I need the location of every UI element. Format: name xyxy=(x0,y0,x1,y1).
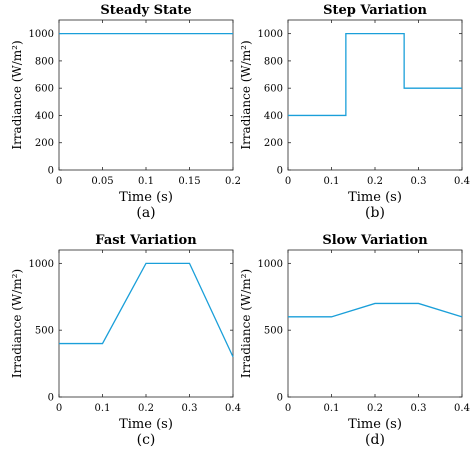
panel-slow-variation-xtick-label: 0.2 xyxy=(367,403,383,414)
panel-steady-state-xtick-label: 0.15 xyxy=(178,176,200,187)
panel-fast-variation-xtick-label: 0.1 xyxy=(95,403,111,414)
panel-fast-variation-ylabel: Irradiance (W/m²) xyxy=(10,269,24,378)
panel-steady-state-ytick-label: 1000 xyxy=(29,29,54,40)
panel-step-variation-xtick-label: 0.4 xyxy=(454,176,470,187)
panel-fast-variation-ytick-label: 1000 xyxy=(29,259,54,270)
panel-step-variation-xtick-label: 0.2 xyxy=(367,176,383,187)
panel-steady-state-xtick-label: 0 xyxy=(56,176,62,187)
panel-step-variation: Step Variation 0 0.1 0.2 0.3 0.4 0 200 400 600 800… xyxy=(239,3,470,221)
panel-slow-variation-title: Slow Variation xyxy=(322,233,428,248)
panel-step-variation-ytick-label: 1000 xyxy=(258,29,283,40)
panel-steady-state-ytick-label: 400 xyxy=(35,111,54,122)
panel-fast-variation-xtick-label: 0 xyxy=(56,403,62,414)
panel-slow-variation-xlabel: Time (s) xyxy=(348,417,402,432)
panel-fast-variation-axes-frame xyxy=(58,249,234,398)
panel-steady-state-panel-label: (a) xyxy=(136,205,155,221)
panel-step-variation-xtick-label: 0 xyxy=(285,176,291,187)
panel-steady-state-xtick-label: 0.1 xyxy=(138,176,154,187)
panel-slow-variation-xtick-label: 0.4 xyxy=(454,403,470,414)
panel-slow-variation-xtick-label: 0.3 xyxy=(411,403,427,414)
panel-step-variation-ytick-label: 0 xyxy=(277,166,283,177)
panel-slow-variation-xtick-label: 0.1 xyxy=(324,403,340,414)
panel-step-variation-panel-label: (b) xyxy=(365,205,385,221)
panel-slow-variation-xtick-label: 0 xyxy=(285,403,291,414)
panel-step-variation-xtick-label: 0.3 xyxy=(411,176,427,187)
panel-steady-state-ylabel: Irradiance (W/m²) xyxy=(10,40,24,149)
panel-steady-state-ytick-label: 0 xyxy=(48,166,54,177)
panel-steady-state-title: Steady State xyxy=(100,3,191,18)
panel-step-variation-xlabel: Time (s) xyxy=(348,190,402,205)
panel-fast-variation-ytick-label: 500 xyxy=(35,326,54,337)
panel-step-variation-ylabel: Irradiance (W/m²) xyxy=(239,40,253,149)
panel-fast-variation-series-line xyxy=(59,262,234,358)
panel-steady-state-ytick-label: 800 xyxy=(35,56,54,67)
panel-steady-state-axes-frame xyxy=(58,19,234,171)
panel-step-variation-ytick-label: 400 xyxy=(264,111,283,122)
panel-steady-state-xlabel: Time (s) xyxy=(119,190,173,205)
panel-fast-variation-title: Fast Variation xyxy=(95,233,197,248)
panel-fast-variation-xtick-label: 0.4 xyxy=(225,403,241,414)
panel-step-variation-series-line xyxy=(288,32,462,117)
panel-fast-variation-xlabel: Time (s) xyxy=(119,417,173,432)
panel-step-variation-ytick-label: 600 xyxy=(264,84,283,95)
panel-steady-state-ytick-label: 600 xyxy=(35,84,54,95)
panel-fast-variation-panel-label: (c) xyxy=(137,432,156,448)
panel-fast-variation-ytick-label: 0 xyxy=(48,393,54,404)
panel-fast-variation-xtick-label: 0.2 xyxy=(138,403,154,414)
panel-step-variation-xtick-label: 0.1 xyxy=(324,176,340,187)
panel-slow-variation-series-line xyxy=(288,302,463,318)
panel-slow-variation-panel-label: (d) xyxy=(365,432,385,448)
panel-slow-variation-axes-frame xyxy=(287,249,463,398)
panel-step-variation-ytick-label: 200 xyxy=(264,138,283,149)
panel-step-variation-axes-frame xyxy=(287,19,463,171)
panel-steady-state-ytick-label: 200 xyxy=(35,138,54,149)
panel-steady-state: Steady State 0 0.05 0.1 0.15 0.2 0 200 400 600 800… xyxy=(10,3,241,221)
panel-steady-state-xtick-label: 0.2 xyxy=(225,176,241,187)
panel-step-variation-ytick-label: 800 xyxy=(264,56,283,67)
panel-steady-state-xtick-label: 0.05 xyxy=(91,176,113,187)
panel-slow-variation-ytick-label: 500 xyxy=(264,326,283,337)
panel-slow-variation: Slow Variation 0 0.1 0.2 0.3 0.4 0 500 1000 Time … xyxy=(239,233,470,448)
panel-slow-variation-ylabel: Irradiance (W/m²) xyxy=(239,269,253,378)
panel-fast-variation: Fast Variation 0 0.1 0.2 0.3 0.4 0 500 1000 Time … xyxy=(10,233,241,448)
panel-fast-variation-xtick-label: 0.3 xyxy=(182,403,198,414)
panel-slow-variation-ytick-label: 0 xyxy=(277,393,283,404)
panel-step-variation-title: Step Variation xyxy=(323,3,427,18)
panel-slow-variation-ytick-label: 1000 xyxy=(258,259,283,270)
